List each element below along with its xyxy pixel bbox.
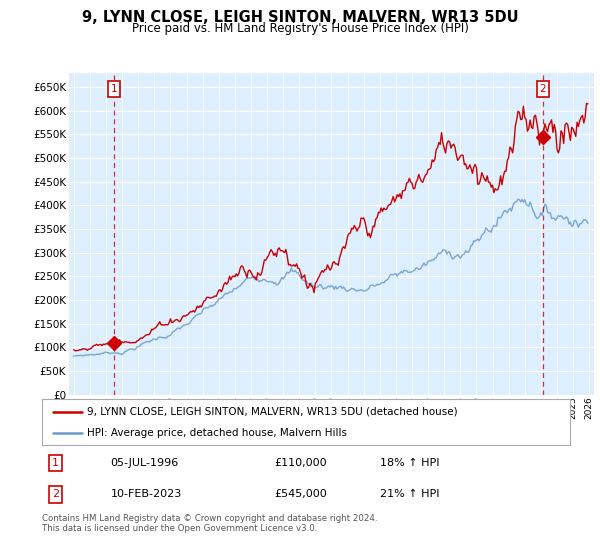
Text: 2: 2 (539, 84, 546, 94)
Text: 1: 1 (111, 84, 118, 94)
Text: 05-JUL-1996: 05-JUL-1996 (110, 458, 179, 468)
Text: £110,000: £110,000 (274, 458, 327, 468)
Text: 9, LYNN CLOSE, LEIGH SINTON, MALVERN, WR13 5DU (detached house): 9, LYNN CLOSE, LEIGH SINTON, MALVERN, WR… (87, 407, 458, 417)
Text: 9, LYNN CLOSE, LEIGH SINTON, MALVERN, WR13 5DU: 9, LYNN CLOSE, LEIGH SINTON, MALVERN, WR… (82, 10, 518, 25)
Text: Price paid vs. HM Land Registry's House Price Index (HPI): Price paid vs. HM Land Registry's House … (131, 22, 469, 35)
Text: 21% ↑ HPI: 21% ↑ HPI (380, 489, 439, 500)
Text: 18% ↑ HPI: 18% ↑ HPI (380, 458, 439, 468)
Text: HPI: Average price, detached house, Malvern Hills: HPI: Average price, detached house, Malv… (87, 428, 347, 438)
Text: 1: 1 (52, 458, 59, 468)
Text: 10-FEB-2023: 10-FEB-2023 (110, 489, 182, 500)
Text: £545,000: £545,000 (274, 489, 327, 500)
Text: 2: 2 (52, 489, 59, 500)
Text: Contains HM Land Registry data © Crown copyright and database right 2024.
This d: Contains HM Land Registry data © Crown c… (42, 514, 377, 534)
